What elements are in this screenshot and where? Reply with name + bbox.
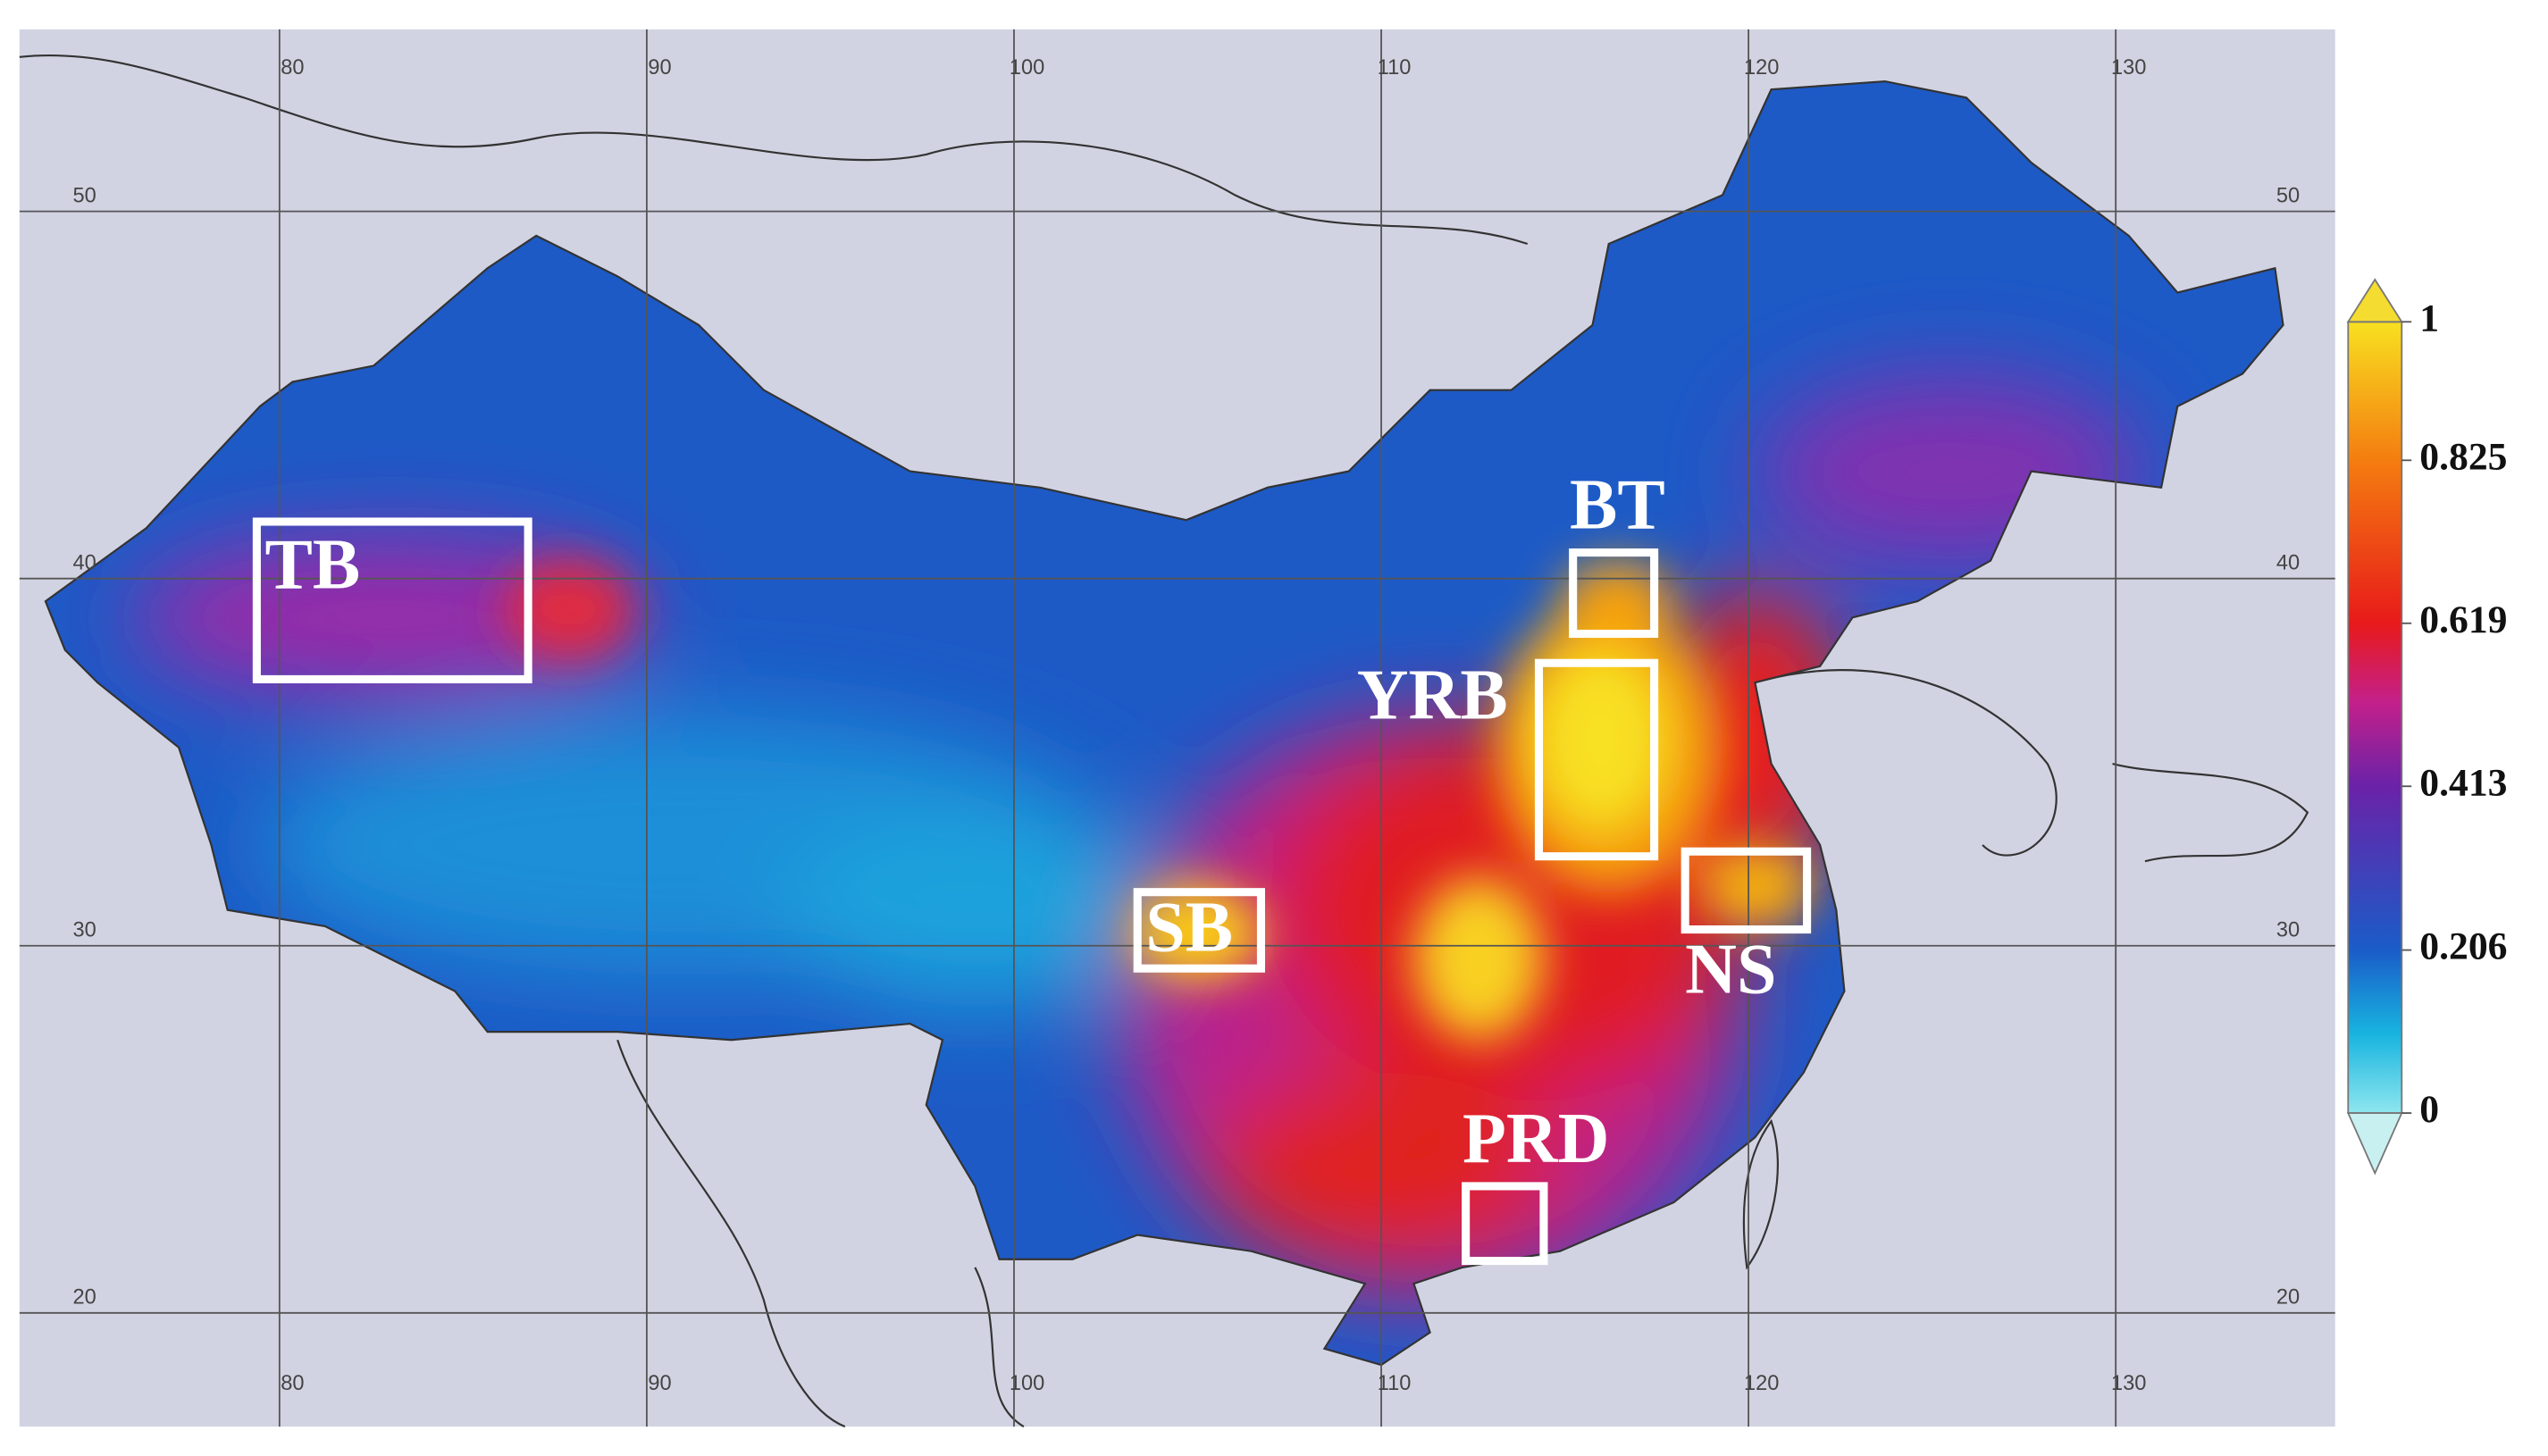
colorbar-max-arrow — [2346, 278, 2403, 323]
lat-label-left: 20 — [72, 1286, 96, 1310]
lon-label-top: 100 — [1010, 56, 1044, 79]
lon-label-bottom: 100 — [1010, 1372, 1044, 1395]
colorbar-tick-label: 1 — [2419, 297, 2439, 339]
lat-label-right: 50 — [2276, 184, 2300, 207]
region-box — [1569, 548, 1659, 639]
region-label: NS — [1685, 931, 1776, 1009]
lon-label-bottom: 120 — [1744, 1372, 1779, 1395]
lat-label-left: 40 — [72, 552, 96, 575]
colorbar-tick-label: 0.413 — [2419, 761, 2507, 804]
region-label: SB — [1145, 888, 1233, 966]
lat-label-left: 50 — [72, 184, 96, 207]
region-box — [252, 517, 532, 683]
graticule: 80 80 90 90 100 100 110 110 120 120 130 130 50 50 40 40… — [19, 29, 2335, 1427]
lat-label-left: 30 — [72, 919, 96, 942]
region-box — [1462, 1182, 1548, 1266]
colorbar-tick-label: 0.619 — [2419, 598, 2507, 641]
colorbar-tick-label: 0 — [2419, 1088, 2439, 1131]
lon-label-top: 90 — [648, 56, 671, 79]
region-label: PRD — [1463, 1100, 1609, 1178]
region-box — [1534, 658, 1659, 861]
region-label: BT — [1570, 465, 1665, 544]
lon-label-top: 120 — [1744, 56, 1779, 79]
region-box — [1681, 847, 1812, 934]
region-label: TB — [264, 526, 360, 605]
lat-label-right: 20 — [2276, 1286, 2300, 1310]
colorbar-min-arrow — [2346, 1112, 2403, 1176]
region-label: YRB — [1357, 656, 1508, 734]
lon-label-top: 80 — [281, 56, 304, 79]
colorbar-ramp — [2347, 321, 2403, 1114]
colorbar-tick-label: 0.206 — [2419, 925, 2507, 968]
region-box — [1133, 888, 1265, 973]
lon-label-bottom: 80 — [281, 1372, 304, 1395]
field-anomalies — [130, 373, 2145, 1301]
lon-label-top: 110 — [1378, 56, 1412, 79]
lon-label-bottom: 90 — [648, 1372, 671, 1395]
field-hotspots — [503, 560, 1813, 1041]
lon-label-top: 130 — [2111, 56, 2146, 79]
lat-label-right: 30 — [2276, 919, 2300, 942]
colorbar: 0 0.206 0.413 0.619 0.825 1 — [2346, 278, 2508, 1176]
lat-label-right: 40 — [2276, 552, 2300, 575]
region-boxes: TB BT YRB SB NS PRD — [252, 465, 1812, 1266]
colorbar-tick-label: 0.825 — [2419, 435, 2507, 478]
lon-label-bottom: 110 — [1378, 1372, 1412, 1395]
lon-label-bottom: 130 — [2111, 1372, 2146, 1395]
country-borders — [19, 54, 2309, 1428]
